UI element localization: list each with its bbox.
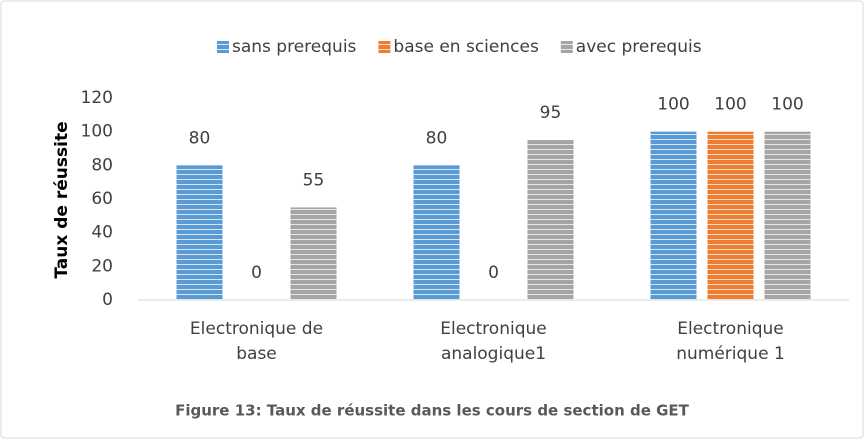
- y-tick-label: 0: [102, 290, 113, 310]
- bar: [290, 207, 337, 300]
- legend-swatch: [378, 41, 391, 53]
- bar: [650, 131, 697, 300]
- y-tick-label: 40: [91, 223, 113, 243]
- data-label: 0: [488, 263, 499, 283]
- legend-swatch: [217, 41, 229, 53]
- x-tick-label: Electronique de base: [190, 319, 323, 364]
- data-label: 100: [657, 95, 689, 115]
- caption: Figure 13: Taux de réussite dans les cou…: [175, 402, 690, 420]
- legend-label: avec prerequis: [576, 37, 702, 57]
- y-tick-label: 20: [91, 256, 113, 276]
- x-tick-label: Electronique analogique1: [440, 319, 546, 364]
- y-tick-label: 100: [81, 122, 113, 142]
- data-label: 55: [303, 170, 325, 190]
- x-tick-label: Electronique numérique 1: [676, 319, 785, 364]
- y-tick-label: 120: [81, 88, 113, 108]
- bar: [764, 131, 811, 300]
- data-label: 100: [714, 95, 746, 115]
- bar: [707, 131, 754, 300]
- data-label: 80: [426, 128, 448, 148]
- bar: [413, 165, 460, 300]
- bar: [527, 140, 574, 300]
- legend-swatch: [560, 41, 573, 53]
- data-label: 95: [540, 103, 562, 123]
- data-label: 0: [251, 263, 262, 283]
- bar: [176, 165, 223, 300]
- legend-label: sans prerequis: [232, 37, 357, 57]
- data-label: 80: [189, 128, 211, 148]
- y-axis-label: Taux de réussite: [52, 121, 72, 278]
- data-label: 100: [771, 95, 803, 115]
- y-tick-label: 80: [91, 155, 113, 175]
- y-tick-label: 60: [91, 189, 113, 209]
- legend-label: base en sciences: [393, 37, 539, 57]
